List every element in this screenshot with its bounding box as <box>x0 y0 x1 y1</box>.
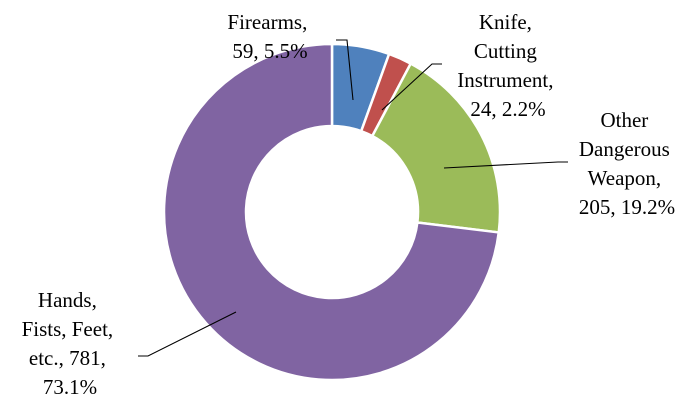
leader-lines <box>138 39 568 357</box>
label-other-line-2: Dangerous <box>579 137 670 161</box>
label-hands-line-3: etc., 781, <box>29 346 106 370</box>
slice-other-dangerous-weapon <box>370 61 502 234</box>
slice-hands-fists-feet <box>162 42 501 382</box>
label-hands-line-2: Fists, Feet, <box>22 317 114 341</box>
label-hands-fists-feet: Hands, Fists, Feet, etc., 781, 73.1% <box>22 288 119 399</box>
label-knife: Knife, Cutting Instrument, 24, 2.2% <box>457 10 558 121</box>
label-knife-line-3: Instrument, <box>457 68 553 92</box>
label-other-line-1: Other <box>600 108 648 132</box>
label-knife-line-4: 24, 2.2% <box>470 97 545 121</box>
leader-line-firearms <box>336 39 354 101</box>
label-firearms: Firearms, 59, 5.5% <box>227 10 312 63</box>
label-hands-line-1: Hands, <box>38 288 97 312</box>
donut-slices <box>162 42 502 382</box>
leader-line-hands <box>138 311 237 357</box>
label-other-dangerous-weapon: Other Dangerous Weapon, 205, 19.2% <box>579 108 675 219</box>
leader-line-knife <box>381 63 442 111</box>
label-knife-line-2: Cutting <box>474 39 538 63</box>
label-other-line-4: 205, 19.2% <box>579 195 675 219</box>
label-firearms-line-2: 59, 5.5% <box>232 39 307 63</box>
label-other-line-3: Weapon, <box>588 166 662 190</box>
label-knife-line-1: Knife, <box>479 10 532 34</box>
label-firearms-line-1: Firearms, <box>227 10 307 34</box>
leader-line-other <box>443 161 568 169</box>
label-hands-line-4: 73.1% <box>43 375 97 399</box>
